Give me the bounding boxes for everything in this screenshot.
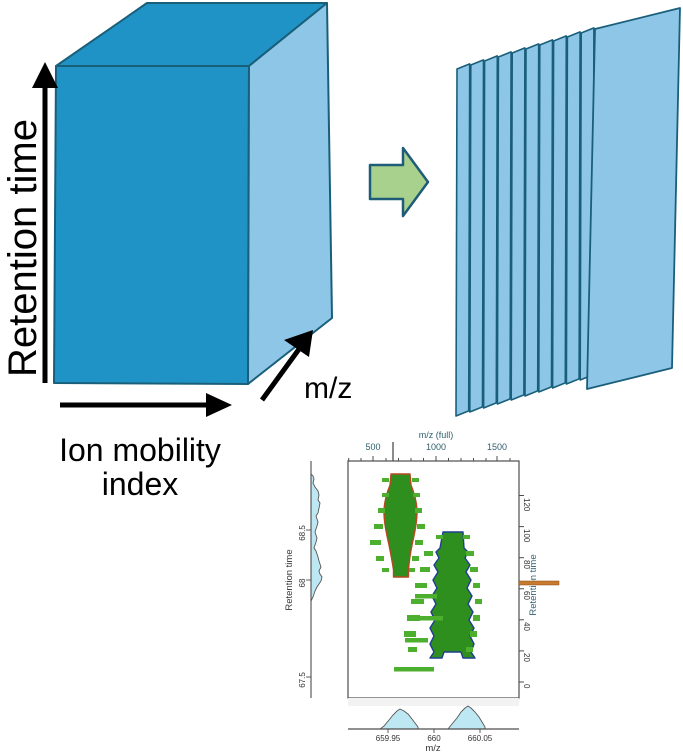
svg-text:68.5: 68.5 <box>298 525 307 541</box>
svg-text:68: 68 <box>298 578 307 587</box>
svg-text:120: 120 <box>522 498 531 512</box>
svg-text:100: 100 <box>522 529 531 543</box>
svg-text:m/z: m/z <box>304 372 352 405</box>
svg-text:660.05: 660.05 <box>468 734 493 743</box>
svg-text:20: 20 <box>522 653 531 662</box>
svg-text:m/z (full): m/z (full) <box>419 430 454 440</box>
svg-text:0: 0 <box>522 684 531 689</box>
svg-text:1500: 1500 <box>487 442 507 452</box>
svg-text:1000: 1000 <box>426 442 446 452</box>
svg-text:40: 40 <box>522 622 531 631</box>
svg-text:Retention time: Retention time <box>284 549 295 610</box>
svg-text:Ion mobility: Ion mobility <box>59 432 221 468</box>
svg-text:500: 500 <box>365 442 380 452</box>
svg-text:Retention time: Retention time <box>1 119 45 377</box>
svg-text:67.5: 67.5 <box>298 672 307 688</box>
svg-text:659.95: 659.95 <box>376 734 401 743</box>
svg-text:index: index <box>102 466 179 502</box>
svg-text:m/z: m/z <box>425 743 441 754</box>
svg-text:660: 660 <box>427 734 441 743</box>
